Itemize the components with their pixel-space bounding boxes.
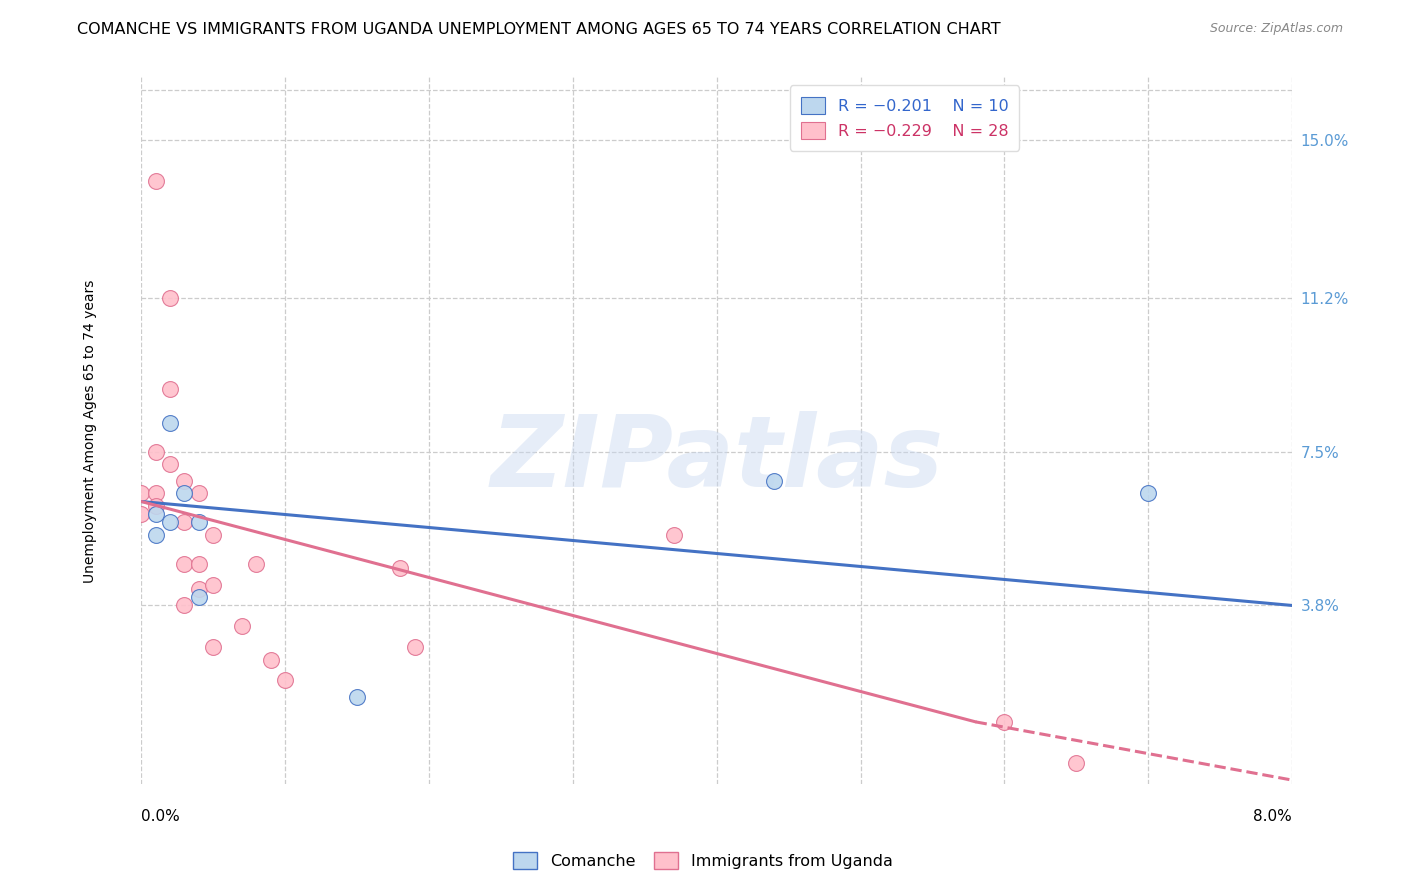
- Point: [131, 507, 153, 521]
- Point: [187, 516, 209, 530]
- Point: [389, 561, 412, 575]
- Point: [187, 582, 209, 596]
- Point: [173, 486, 195, 500]
- Point: [993, 714, 1015, 729]
- Point: [159, 416, 181, 430]
- Point: [145, 174, 167, 188]
- Point: [145, 499, 167, 513]
- Point: [346, 690, 368, 704]
- Point: [173, 516, 195, 530]
- Point: [159, 457, 181, 471]
- Point: [131, 486, 153, 500]
- Legend: R = −0.201    N = 10, R = −0.229    N = 28: R = −0.201 N = 10, R = −0.229 N = 28: [790, 86, 1019, 151]
- Text: 8.0%: 8.0%: [1253, 809, 1292, 824]
- Point: [202, 640, 225, 654]
- Point: [260, 652, 283, 666]
- Point: [173, 599, 195, 613]
- Point: [245, 557, 267, 571]
- Point: [159, 516, 181, 530]
- Point: [763, 474, 786, 488]
- Text: Source: ZipAtlas.com: Source: ZipAtlas.com: [1209, 22, 1343, 36]
- Text: 0.0%: 0.0%: [142, 809, 180, 824]
- Point: [173, 474, 195, 488]
- Legend: Comanche, Immigrants from Uganda: Comanche, Immigrants from Uganda: [506, 846, 900, 875]
- Point: [187, 486, 209, 500]
- Text: COMANCHE VS IMMIGRANTS FROM UGANDA UNEMPLOYMENT AMONG AGES 65 TO 74 YEARS CORREL: COMANCHE VS IMMIGRANTS FROM UGANDA UNEMP…: [77, 22, 1001, 37]
- Point: [145, 507, 167, 521]
- Point: [145, 486, 167, 500]
- Point: [159, 291, 181, 305]
- Point: [145, 528, 167, 542]
- Point: [159, 382, 181, 396]
- Point: [145, 444, 167, 458]
- Text: Unemployment Among Ages 65 to 74 years: Unemployment Among Ages 65 to 74 years: [83, 279, 97, 582]
- Point: [404, 640, 426, 654]
- Point: [187, 557, 209, 571]
- Point: [274, 673, 297, 688]
- Point: [173, 557, 195, 571]
- Point: [231, 619, 253, 633]
- Point: [1137, 486, 1160, 500]
- Point: [662, 528, 685, 542]
- Point: [202, 577, 225, 591]
- Point: [1066, 756, 1088, 771]
- Text: ZIPatlas: ZIPatlas: [491, 410, 943, 508]
- Point: [187, 590, 209, 604]
- Point: [202, 528, 225, 542]
